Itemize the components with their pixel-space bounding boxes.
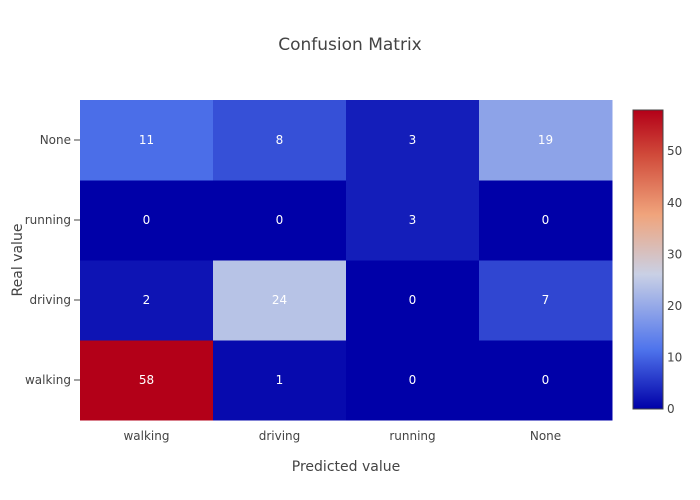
heatmap-cell-walking-running — [346, 340, 480, 421]
heatmap-cell-driving-running — [346, 260, 480, 341]
x-axis-title: Predicted value — [292, 459, 400, 475]
y-tick-label: driving — [29, 293, 71, 307]
heatmap-cell-driving-None — [479, 260, 613, 341]
cell-value-label: 8 — [276, 133, 284, 147]
y-tick-label: walking — [25, 373, 71, 387]
cell-value-label: 2 — [143, 293, 151, 307]
cell-value-label: 0 — [542, 213, 550, 227]
colorbar-tick-label: 50 — [667, 144, 682, 158]
colorbar-tick-label: 20 — [667, 299, 682, 313]
colorbar: 0 10 20 30 40 50 — [632, 109, 682, 416]
cell-value-label: 0 — [276, 213, 284, 227]
chart-title: Confusion Matrix — [278, 35, 422, 55]
colorbar-ticks: 0 10 20 30 40 50 — [667, 144, 682, 416]
colorbar-gradient — [632, 109, 664, 410]
heatmap-cell-walking-driving — [213, 340, 347, 421]
heatmap-cell-driving-driving — [213, 260, 347, 341]
heatmap-cell-running-None — [479, 180, 613, 261]
cell-value-label: 0 — [409, 373, 417, 387]
cell-value-label: 3 — [409, 213, 417, 227]
colorbar-tick-label: 0 — [667, 402, 675, 416]
y-tick-label: None — [40, 133, 71, 147]
cell-value-label: 7 — [542, 293, 550, 307]
cell-value-label: 3 — [409, 133, 417, 147]
heatmap-cell-None-driving — [213, 100, 347, 181]
heatmap-cell-walking-walking — [80, 340, 214, 421]
colorbar-tick-label: 40 — [667, 196, 682, 210]
x-axis-ticks: walking driving running None — [123, 429, 561, 443]
x-tick-label: None — [530, 429, 561, 443]
heatmap-cell-walking-None — [479, 340, 613, 421]
colorbar-tick-label: 30 — [667, 247, 682, 261]
x-tick-label: driving — [259, 429, 301, 443]
cell-value-label: 58 — [139, 373, 154, 387]
y-tick-label: running — [25, 213, 71, 227]
cell-value-label: 19 — [538, 133, 553, 147]
heatmap-cell-None-walking — [80, 100, 214, 181]
x-tick-label: running — [389, 429, 435, 443]
cell-value-label: 0 — [143, 213, 151, 227]
cell-value-label: 11 — [139, 133, 154, 147]
y-axis-title: Real value — [10, 224, 26, 297]
x-tick-label: walking — [123, 429, 169, 443]
heatmap-cell-running-driving — [213, 180, 347, 261]
cell-value-label: 0 — [542, 373, 550, 387]
cell-value-label: 24 — [272, 293, 287, 307]
cell-value-label: 0 — [409, 293, 417, 307]
heatmap-cell-None-None — [479, 100, 613, 181]
heatmap-cell-driving-walking — [80, 260, 214, 341]
colorbar-tick-label: 10 — [667, 350, 682, 364]
heatmap-cell-running-walking — [80, 180, 214, 261]
heatmap-cell-running-running — [346, 180, 480, 261]
y-axis-ticks: walking driving running None — [25, 133, 80, 387]
heatmap-cell-labels: 58 1 0 0 2 24 0 7 0 0 3 0 11 8 3 19 — [139, 133, 553, 387]
heatmap-cell-None-running — [346, 100, 480, 181]
cell-value-label: 1 — [276, 373, 284, 387]
heatmap-cells — [80, 100, 613, 421]
